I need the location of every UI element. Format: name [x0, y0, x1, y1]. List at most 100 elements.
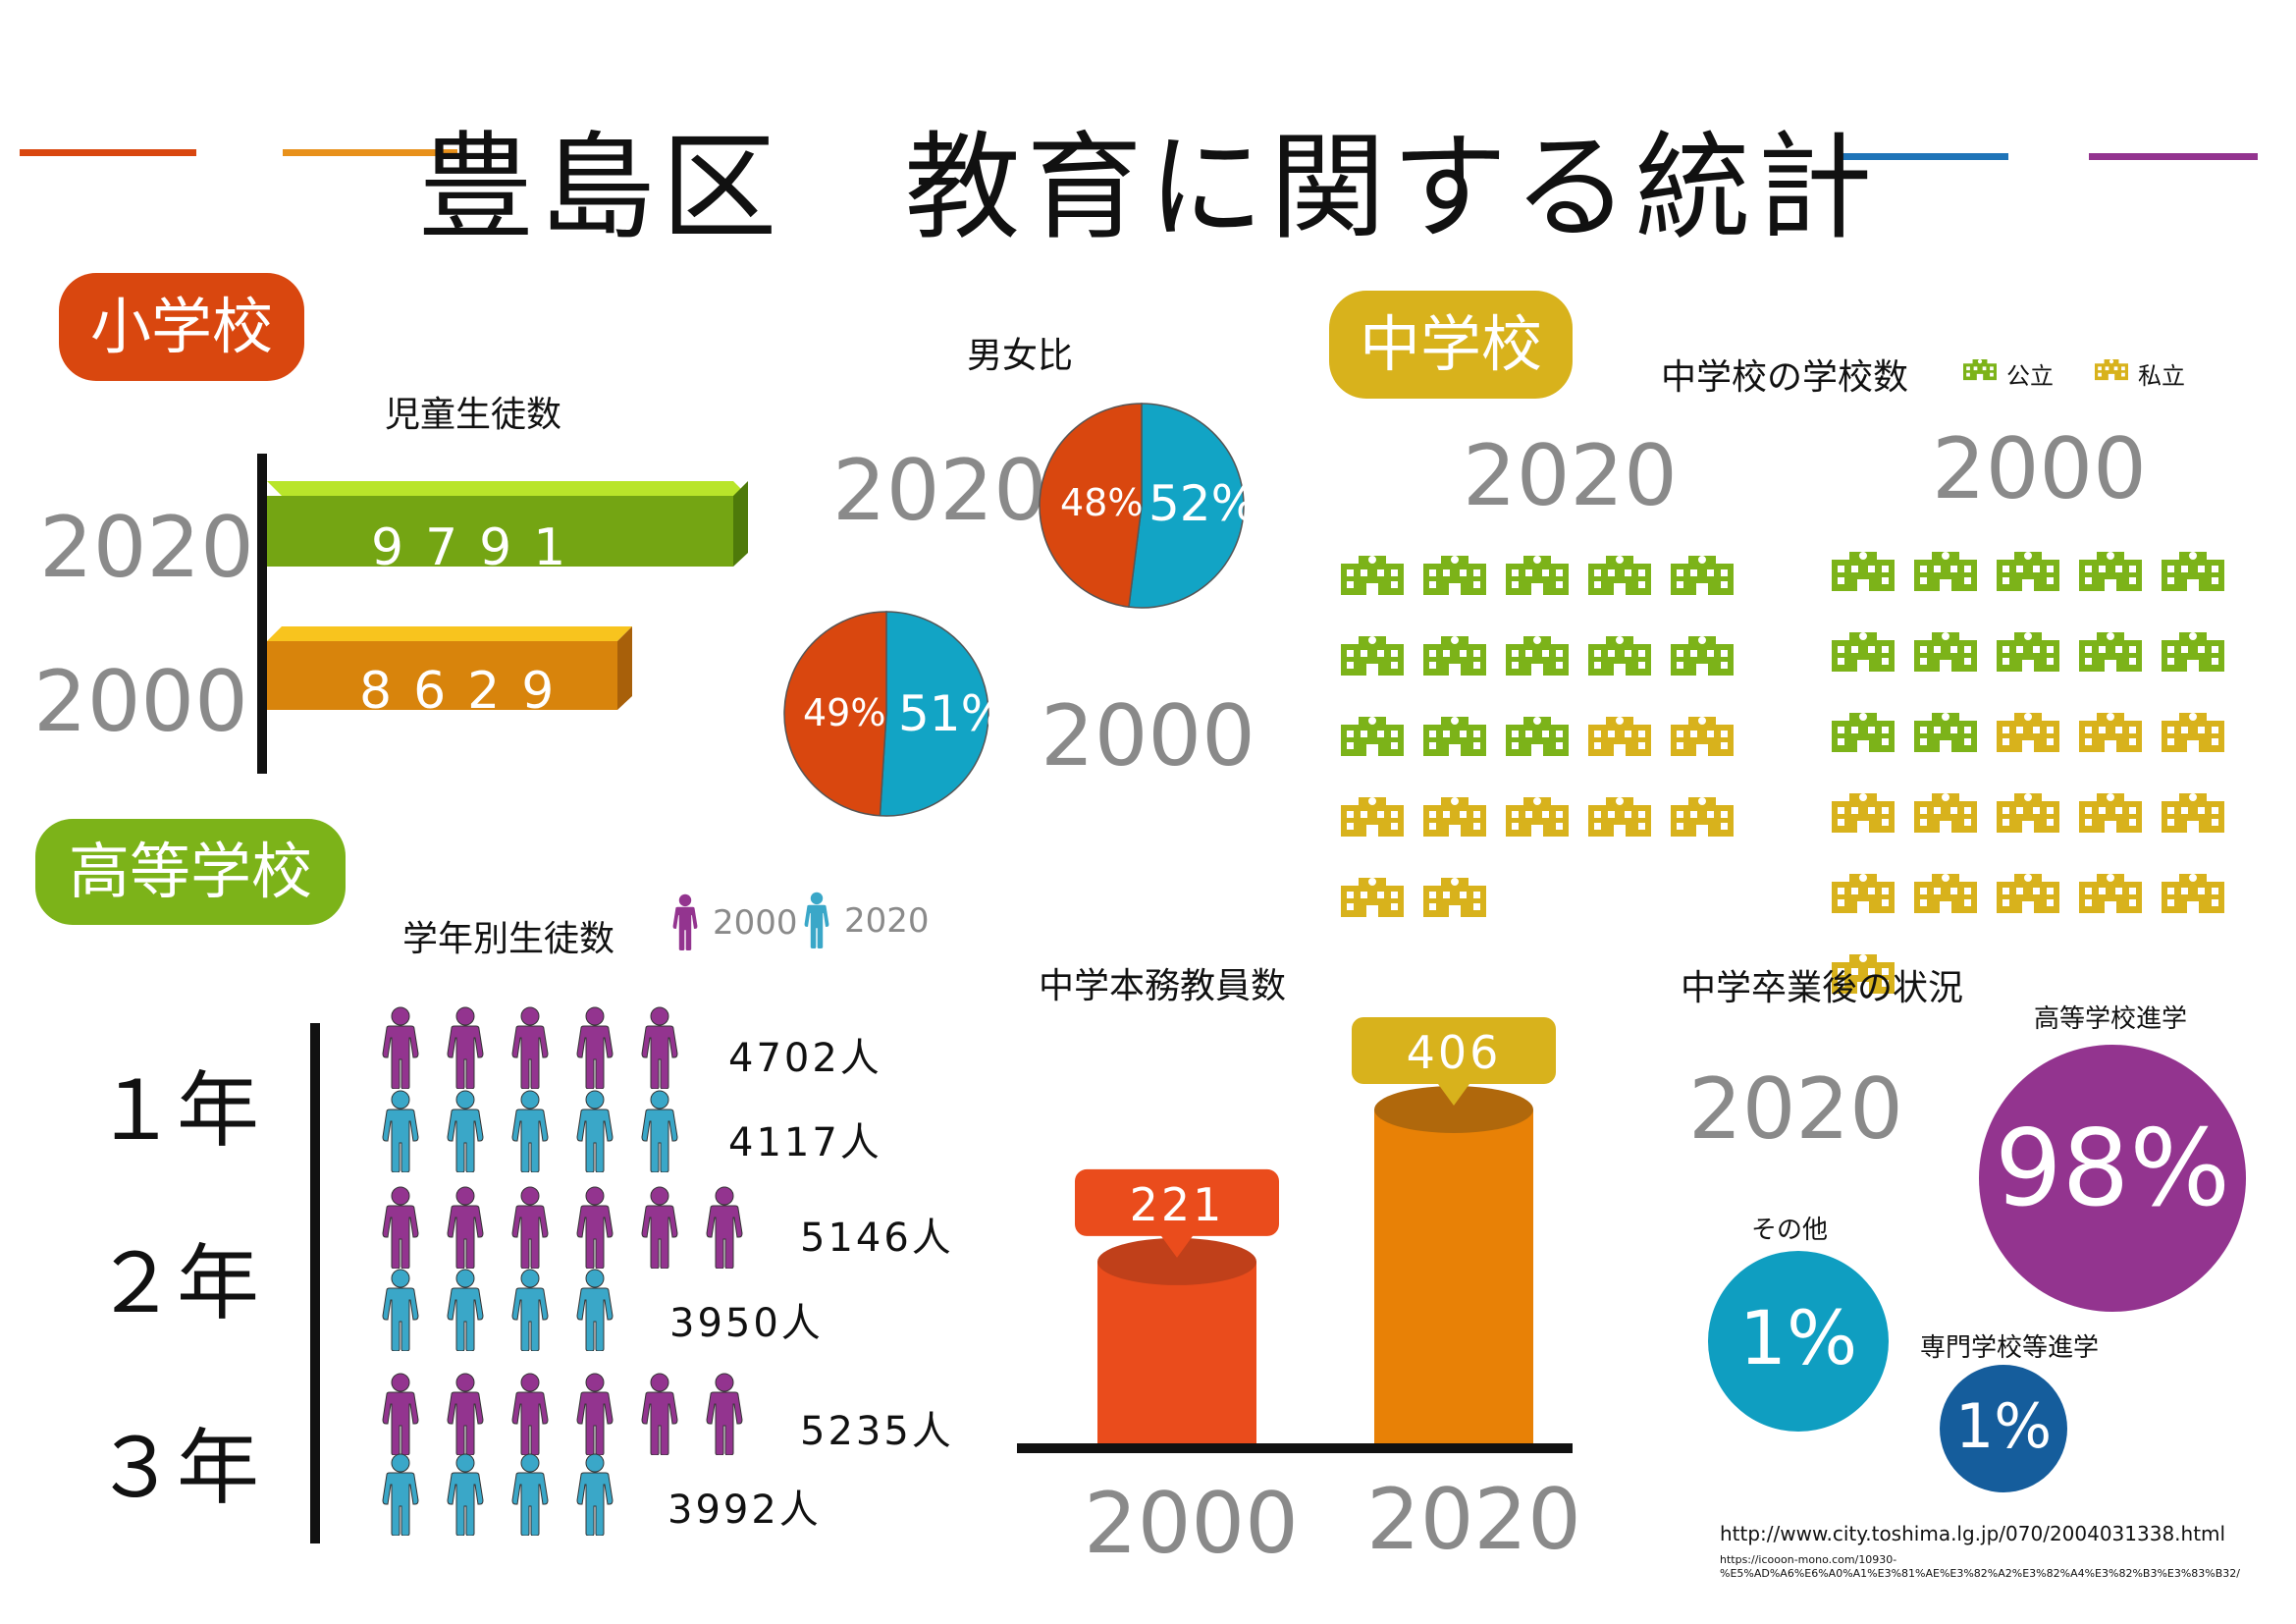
- bar-2020-side: [733, 481, 748, 567]
- teachers-callout-2020: [1352, 1017, 1556, 1106]
- person-icon: [510, 1453, 550, 1536]
- bar-2000-top: [267, 626, 632, 641]
- legend-2020-label: 2020: [844, 901, 930, 941]
- school-building-icon: [1997, 626, 2059, 672]
- students-title: 児童生徒数: [385, 395, 562, 435]
- school-building-icon: [1914, 868, 1977, 913]
- source-url-2-line1[interactable]: https://icooon-mono.com/10930-: [1720, 1553, 1897, 1566]
- person-icon: [705, 1373, 744, 1455]
- after-circle-vocational: 1%: [1940, 1365, 2067, 1492]
- school-building-icon: [2095, 355, 2128, 381]
- school-building-icon: [2079, 546, 2142, 591]
- after-label-other: その他: [1751, 1216, 1829, 1245]
- grade-1-2000-count: 4702人: [728, 1036, 882, 1081]
- bar-2020-top: [267, 481, 748, 496]
- schools-year-2000: 2000: [1932, 420, 2147, 518]
- decor-line-purple: [2089, 153, 2258, 160]
- gender-title: 男女比: [967, 336, 1074, 376]
- bar-year-2020: 2020: [39, 499, 254, 597]
- person-icon: [446, 1090, 485, 1172]
- grade-title: 学年別生徒数: [402, 919, 615, 959]
- school-building-icon: [1588, 791, 1651, 837]
- school-building-icon: [1914, 707, 1977, 752]
- school-building-icon: [2079, 626, 2142, 672]
- pie-year-2020: 2020: [832, 442, 1047, 540]
- person-icon: [446, 1373, 485, 1455]
- school-building-icon: [1423, 711, 1486, 756]
- grade-1-2020-count: 4117人: [728, 1120, 882, 1165]
- person-icon: [381, 1186, 420, 1269]
- person-icon: [640, 1006, 679, 1089]
- pie-2000-male-label: 51%: [898, 685, 1008, 742]
- school-building-icon: [1506, 711, 1569, 756]
- after-year: 2020: [1688, 1060, 1903, 1159]
- person-icon: [446, 1186, 485, 1269]
- school-building-icon: [1588, 711, 1651, 756]
- grade-axis: [310, 1023, 320, 1543]
- person-icon: [575, 1186, 614, 1269]
- school-building-icon: [2079, 868, 2142, 913]
- teachers-year-2020: 2020: [1366, 1471, 1581, 1569]
- person-icon: [575, 1373, 614, 1455]
- teachers-year-2000: 2000: [1084, 1475, 1299, 1573]
- teachers-baseline: [1017, 1443, 1573, 1453]
- school-building-icon: [1423, 630, 1486, 676]
- person-icon: [446, 1006, 485, 1089]
- school-building-icon: [1671, 711, 1734, 756]
- elementary-badge: 小学校: [59, 273, 304, 381]
- teachers-value-2020: 406: [1407, 1026, 1502, 1079]
- decor-line-red: [20, 149, 196, 156]
- grade-2-2020-count: 3950人: [669, 1301, 824, 1346]
- bar-value-2020: 9791: [371, 518, 588, 577]
- school-building-icon: [2079, 787, 2142, 833]
- after-label-highschool: 高等学校進学: [2034, 1004, 2188, 1034]
- person-icon: [446, 1269, 485, 1351]
- school-building-icon: [1506, 791, 1569, 837]
- bar-2000-side: [617, 626, 632, 710]
- school-building-icon: [1963, 355, 1997, 381]
- person-icon: [510, 1090, 550, 1172]
- after-value-other: 1%: [1738, 1294, 1858, 1381]
- gender-pie-2020: [1039, 403, 1245, 609]
- source-url-2-line2[interactable]: %E5%AD%A6%E6%A0%A1%E3%81%AE%E3%82%A2%E3%…: [1720, 1567, 2241, 1580]
- schools-year-2020: 2020: [1463, 427, 1678, 525]
- person-icon: [575, 1006, 614, 1089]
- grade-2-2000-count: 5146人: [800, 1216, 954, 1261]
- schools-title: 中学校の学校数: [1661, 357, 1909, 398]
- pie-2020-male-label: 52%: [1148, 475, 1258, 532]
- pie-2000-male-slice: [879, 611, 989, 817]
- school-building-icon: [1997, 868, 2059, 913]
- person-icon: [381, 1090, 420, 1172]
- pie-2000-female-label: 49%: [803, 691, 886, 734]
- school-building-icon: [1832, 868, 1895, 913]
- school-building-icon: [2162, 707, 2224, 752]
- school-building-icon: [1671, 791, 1734, 837]
- person-icon: [510, 1373, 550, 1455]
- grade-3-2000-count: 5235人: [800, 1409, 954, 1454]
- high-badge: 高等学校: [35, 819, 346, 925]
- decor-line-orange: [283, 149, 457, 156]
- person-icon: [803, 892, 830, 948]
- grade-3-2020-count: 3992人: [667, 1488, 822, 1533]
- school-building-icon: [1423, 550, 1486, 595]
- school-building-icon: [1341, 550, 1404, 595]
- after-value-vocational: 1%: [1954, 1390, 2053, 1462]
- after-title: 中学卒業後の状況: [1681, 968, 1964, 1008]
- school-building-icon: [1671, 630, 1734, 676]
- legend-private-label: 私立: [2138, 362, 2185, 390]
- school-building-icon: [1588, 630, 1651, 676]
- person-icon: [575, 1090, 614, 1172]
- teachers-bar-2000: [1097, 1261, 1256, 1443]
- school-building-icon: [1341, 872, 1404, 917]
- school-building-icon: [1997, 707, 2059, 752]
- decor-line-blue: [1838, 153, 2008, 160]
- teachers-value-2000: 221: [1130, 1178, 1225, 1231]
- grade-1-label: １年: [94, 1062, 260, 1159]
- school-building-icon: [2079, 707, 2142, 752]
- school-building-icon: [1914, 546, 1977, 591]
- students-bar-chart: [267, 481, 748, 710]
- school-building-icon: [2162, 546, 2224, 591]
- after-value-highschool: 98%: [1994, 1108, 2231, 1230]
- teachers-bar-top-2000: [1097, 1237, 1256, 1285]
- source-url-1[interactable]: http://www.city.toshima.lg.jp/070/200403…: [1720, 1522, 2226, 1545]
